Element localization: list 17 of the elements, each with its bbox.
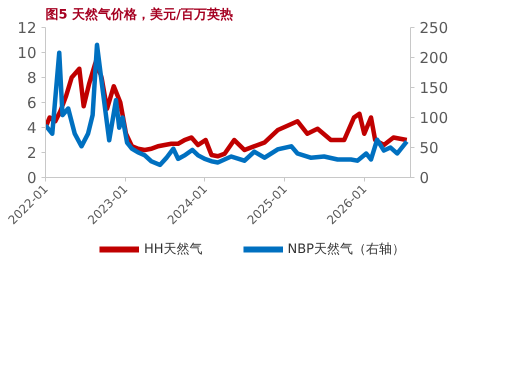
line-series — [46, 42, 410, 168]
y2-tick-label: 0 — [420, 169, 430, 187]
y-tick-label: 4 — [26, 119, 37, 137]
y-tick-label: 10 — [17, 44, 37, 62]
y2-tick-label: 100 — [420, 109, 448, 127]
chart-title: 图5 天然气价格，美元/百万英热 — [46, 6, 233, 22]
legend-label: NBP天然气（右轴） — [288, 241, 406, 258]
y2-tick-label: 250 — [420, 19, 448, 37]
y-tick-label: 6 — [26, 94, 37, 112]
y2-tick-label: 200 — [420, 49, 448, 67]
y-tick-label: 12 — [17, 19, 37, 37]
legend-label: HH天然气 — [144, 241, 203, 258]
y-tick-label: 8 — [26, 69, 37, 87]
y2-tick-label: 150 — [420, 79, 448, 97]
y-tick-label: 2 — [26, 144, 37, 162]
y2-tick-label: 50 — [420, 139, 439, 157]
y-tick-label: 0 — [26, 169, 37, 187]
